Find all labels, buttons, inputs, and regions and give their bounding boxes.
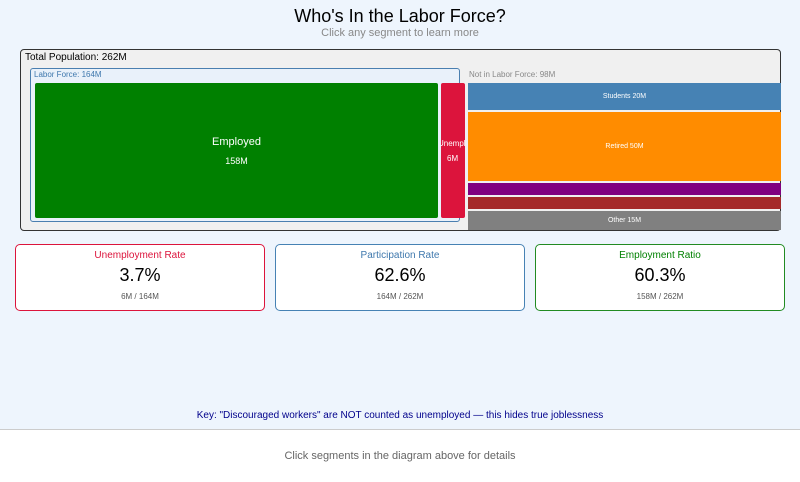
key-note: Key: "Discouraged workers" are NOT count… xyxy=(196,410,604,421)
card-title: Participation Rate xyxy=(360,250,440,261)
card-title: Employment Ratio xyxy=(619,250,701,261)
card-value: 62.6% xyxy=(374,265,426,285)
card-detail: 6M / 164M xyxy=(121,292,159,301)
population-box[interactable]: Total Population: 262M Labor Force: 164M… xyxy=(20,49,781,231)
employed-value: 158M xyxy=(225,155,248,166)
retired-label: Retired 50M xyxy=(605,143,644,150)
footer-text: Click segments in the diagram above for … xyxy=(284,450,516,462)
employed-segment[interactable]: Employed 158M xyxy=(35,83,438,218)
other-label: Other 15M xyxy=(607,217,642,224)
unemployed-value: 6M xyxy=(447,153,459,163)
labor-force-label: Labor Force: 164M xyxy=(34,70,102,79)
card-detail: 164M / 262M xyxy=(376,292,424,301)
students-label: Students 20M xyxy=(602,93,647,100)
retired-segment[interactable]: Retired 50M xyxy=(468,112,781,181)
employment-card: Employment Ratio 60.3% 158M / 262M xyxy=(535,244,785,311)
details-panel: Click segments in the diagram above for … xyxy=(0,429,800,482)
unemployed-label: Unemployed xyxy=(441,138,465,148)
other-segment[interactable]: Other 15M xyxy=(468,211,781,230)
title: Who's In the Labor Force? xyxy=(294,6,506,26)
card-value: 60.3% xyxy=(634,265,686,285)
employed-label: Employed xyxy=(212,135,261,148)
card-detail: 158M / 262M xyxy=(636,292,684,301)
participation-card: Participation Rate 62.6% 164M / 262M xyxy=(275,244,525,311)
card-title: Unemployment Rate xyxy=(94,250,186,261)
purple-segment[interactable] xyxy=(468,183,781,195)
total-label: Total Population: 262M xyxy=(25,52,127,63)
unemployment-card: Unemployment Rate 3.7% 6M / 164M xyxy=(15,244,265,311)
card-value: 3.7% xyxy=(119,265,161,285)
unemployed-segment[interactable]: Unemployed 6M xyxy=(441,83,465,218)
not-in-labor-force-label: Not in Labor Force: 98M xyxy=(469,70,556,79)
brown-segment[interactable] xyxy=(468,197,781,209)
subtitle: Click any segment to learn more xyxy=(321,27,479,39)
students-segment[interactable]: Students 20M xyxy=(468,83,781,110)
